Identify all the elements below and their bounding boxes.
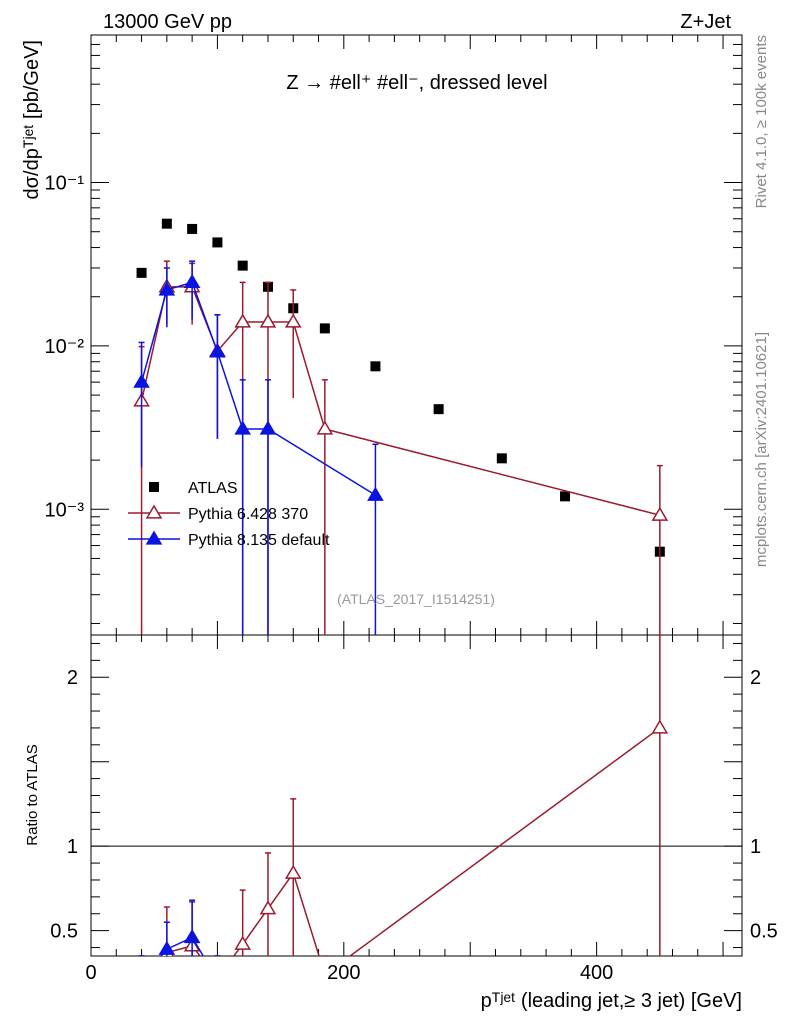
ratio-pythia6-point xyxy=(284,864,302,879)
ratio-pythia6-point xyxy=(259,900,277,915)
y-tick-label: 10⁻² xyxy=(45,336,85,358)
ratio-pythia8-point xyxy=(158,940,176,955)
main-pythia6-point xyxy=(284,313,302,328)
ratio-pythia6-point xyxy=(210,971,224,983)
ratio-pythia8-point xyxy=(135,973,149,985)
header-right: Z+Jet xyxy=(680,11,731,33)
legend-label: Pythia 8.135 default xyxy=(188,532,330,549)
ratio-pythia8-point xyxy=(183,928,201,944)
y-tick-label: 10⁻³ xyxy=(45,499,85,521)
ratio-y-tick-label: 1 xyxy=(67,836,78,858)
x-tick-label: 0 xyxy=(85,962,96,984)
main-atlas-point xyxy=(212,237,223,248)
y-axis-title-ratio: Ratio to ATLAS xyxy=(24,744,41,845)
ratio-pythia6-point xyxy=(234,935,252,950)
main-atlas-point xyxy=(560,491,571,502)
legend: ATLAS Pythia 6.428 370 Pythia 8.135 defaul… xyxy=(128,480,330,549)
main-atlas-point xyxy=(433,404,444,415)
main-atlas-point xyxy=(187,223,198,234)
main-pythia8-point xyxy=(133,373,150,388)
analysis-id: (ATLAS_2017_I1514251) xyxy=(337,591,495,607)
main-pythia6-point xyxy=(234,313,252,328)
main-atlas-point xyxy=(496,453,507,464)
x-tick-label: 200 xyxy=(327,962,360,984)
main-pythia8-point xyxy=(209,343,226,358)
main-atlas-point xyxy=(237,260,248,271)
ratio-pythia8-point xyxy=(210,973,224,985)
main-pythia8-line xyxy=(140,281,376,496)
legend-swatch-marker xyxy=(145,504,163,519)
ratio-pythia6-point xyxy=(651,719,669,734)
main-data-group xyxy=(133,218,669,635)
ratio-y-tick-label: 0.5 xyxy=(750,921,778,943)
ratio-y-tick-label: 0.5 xyxy=(50,921,78,943)
main-atlas-point xyxy=(319,323,330,334)
ratio-pythia6-line xyxy=(163,727,661,956)
ratio-data-group xyxy=(91,635,742,993)
main-pythia8-point xyxy=(259,420,277,435)
main-atlas-point xyxy=(136,267,147,278)
ratio-pythia6-point xyxy=(135,981,149,993)
main-pythia8-point xyxy=(367,486,384,501)
main-pythia8-point xyxy=(158,281,176,296)
main-atlas-point xyxy=(161,218,172,229)
ratio-y-tick-label: 2 xyxy=(750,667,761,689)
main-pythia8-point xyxy=(183,273,201,288)
main-pythia6-point xyxy=(651,506,669,521)
x-tick-label: 400 xyxy=(580,962,613,984)
ratio-y-tick-label: 1 xyxy=(750,836,761,858)
legend-label: ATLAS xyxy=(188,480,238,497)
y-axis-title-main: dσ/dpᵀʲᵉᵗ [pb/GeV] xyxy=(21,40,43,199)
ratio-y-tick-label: 2 xyxy=(67,667,78,689)
main-atlas-point xyxy=(370,361,381,372)
x-axis-title: pᵀʲᵉᵗ (leading jet,≥ 3 jet) [GeV] xyxy=(481,990,742,1012)
legend-swatch-marker xyxy=(145,530,163,545)
legend-swatch-marker xyxy=(149,482,159,492)
legend-label: Pythia 6.428 370 xyxy=(188,506,308,523)
header-left: 13000 GeV pp xyxy=(103,11,232,33)
side-text-rivet: Rivet 4.1.0, ≥ 100k events xyxy=(753,35,770,208)
main-pythia8-point xyxy=(234,420,252,435)
ratio-pythia8-line xyxy=(160,936,205,956)
process-label: Z → #ell⁺ #ell⁻, dressed level xyxy=(286,72,547,94)
axes-group: 0 200 400 10⁻³ 10⁻² 10⁻¹ 0.5 0.5 1 1 2 2 xyxy=(45,34,778,984)
main-pythia6-point xyxy=(316,420,334,435)
main-pythia6-point xyxy=(259,313,277,328)
side-text-mcplots: mcplots.cern.ch [arXiv:2401.10621] xyxy=(753,332,770,567)
y-tick-label: 10⁻¹ xyxy=(45,173,85,195)
